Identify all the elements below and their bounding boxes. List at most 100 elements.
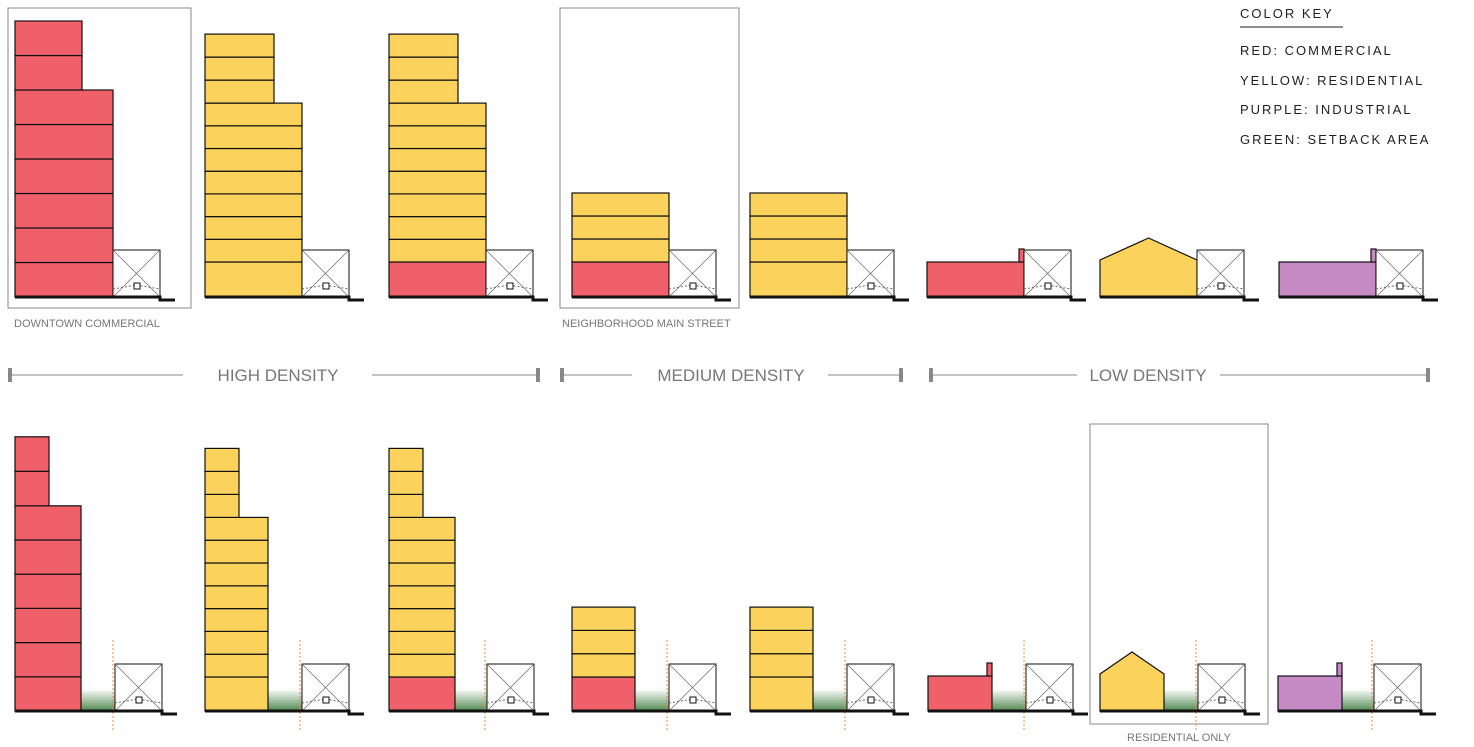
garage-door <box>1046 696 1054 704</box>
floor <box>14 676 82 712</box>
floor <box>204 562 269 587</box>
floor <box>388 261 487 298</box>
setback <box>265 689 302 711</box>
floor <box>204 238 303 263</box>
garage-x <box>112 249 161 298</box>
setback <box>75 689 115 711</box>
garage-door <box>1044 282 1052 290</box>
band-cap <box>1426 368 1430 382</box>
ground <box>1278 709 1436 716</box>
garage-x <box>846 249 895 298</box>
ground <box>1279 295 1438 302</box>
garage-door <box>1396 282 1404 290</box>
garage-door <box>507 696 515 704</box>
floor <box>204 493 240 518</box>
floor <box>1278 261 1377 298</box>
floor <box>749 653 814 678</box>
floor <box>204 676 269 712</box>
floor <box>388 147 487 172</box>
garage-door <box>506 282 514 290</box>
floor <box>571 606 636 631</box>
floor <box>204 630 269 655</box>
garage-door <box>867 696 875 704</box>
frame <box>559 7 740 309</box>
garage-door <box>689 282 697 290</box>
garage-door <box>133 282 141 290</box>
floor <box>388 193 487 218</box>
floor <box>986 662 993 677</box>
garage-x <box>114 663 163 712</box>
label: NEIGHBORHOOD MAIN STREET <box>562 318 731 330</box>
garage-x <box>485 249 534 298</box>
floor <box>14 54 83 91</box>
floor <box>571 238 670 263</box>
garage-x <box>668 663 717 712</box>
floor <box>388 447 424 472</box>
floor <box>388 630 456 655</box>
floor <box>204 470 240 495</box>
floor <box>388 216 487 240</box>
floor <box>14 436 50 472</box>
floor <box>204 56 275 81</box>
floor <box>1336 662 1343 677</box>
band-label: MEDIUM DENSITY <box>657 366 804 385</box>
key-item: RED: COMMERCIAL <box>1240 43 1393 58</box>
setback <box>449 689 487 711</box>
floor <box>388 102 487 127</box>
floor <box>14 539 82 575</box>
floor <box>204 33 275 58</box>
setback <box>1160 689 1198 711</box>
floor <box>14 641 82 678</box>
floor <box>204 653 269 678</box>
floor <box>14 573 82 610</box>
floor <box>204 170 303 195</box>
ground <box>205 709 364 716</box>
floor <box>388 539 456 564</box>
ground <box>750 709 909 716</box>
floor <box>749 238 848 263</box>
garage-door <box>1394 696 1402 704</box>
house <box>1099 651 1165 712</box>
floor <box>749 215 848 240</box>
garage-door <box>322 282 330 290</box>
house <box>1099 237 1198 298</box>
garage-x <box>301 663 350 712</box>
floor <box>14 158 114 195</box>
floor <box>14 192 114 229</box>
ground <box>15 709 177 716</box>
floor <box>204 261 303 298</box>
garage-x <box>846 663 895 712</box>
key-item: GREEN: SETBACK AREA <box>1240 132 1430 147</box>
setback <box>632 689 669 711</box>
garage-door <box>322 696 330 704</box>
floor <box>388 470 424 495</box>
floor <box>14 607 82 644</box>
setback <box>1338 689 1374 711</box>
floor <box>571 192 670 217</box>
floor <box>388 79 459 104</box>
floor <box>388 125 487 150</box>
floor <box>571 676 636 712</box>
floor <box>14 89 114 126</box>
garage-x <box>486 663 535 712</box>
floor <box>749 629 814 655</box>
garage-door <box>867 282 875 290</box>
floor <box>14 261 114 298</box>
floor <box>204 607 269 632</box>
floor <box>14 123 114 160</box>
floor <box>1277 675 1343 712</box>
label: DOWNTOWN COMMERCIAL <box>14 318 160 330</box>
ground <box>389 709 549 716</box>
garage-door <box>689 696 697 704</box>
floor <box>388 585 456 610</box>
floor <box>388 56 459 81</box>
key-title: COLOR KEY <box>1240 6 1334 21</box>
floor <box>14 20 83 57</box>
garage-door <box>135 696 143 704</box>
floor <box>204 216 303 240</box>
garage-x <box>1025 663 1074 712</box>
garage-x <box>1023 249 1072 298</box>
floor <box>388 170 487 195</box>
garage-door <box>1217 282 1225 290</box>
